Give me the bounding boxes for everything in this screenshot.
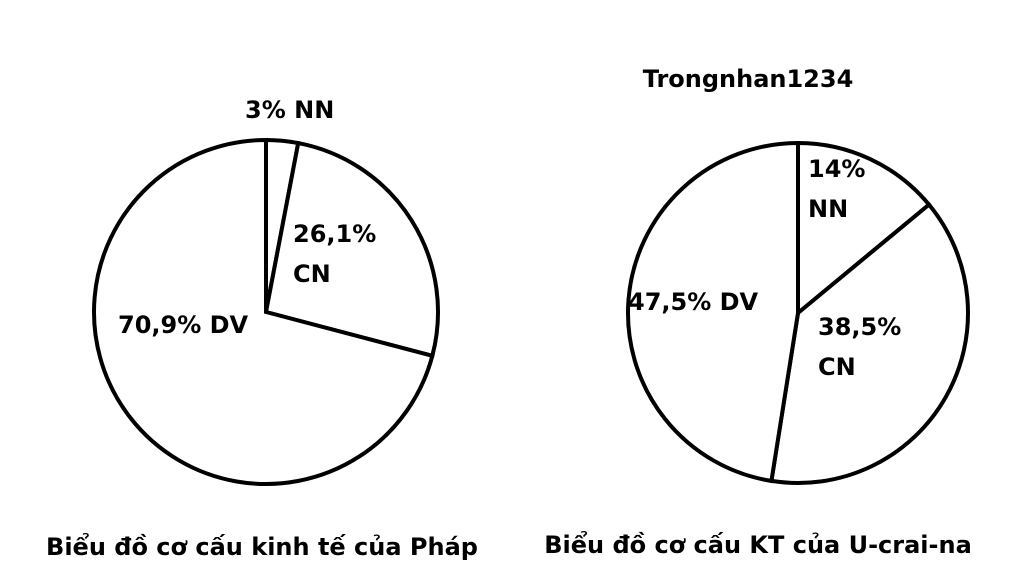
slice-category-label: DV: [720, 288, 759, 316]
slice-value-label: 14%: [808, 155, 865, 183]
slice-value-label: 26,1%: [293, 220, 376, 248]
slice-label: 47,5% DV: [628, 288, 759, 316]
slice-category-label: NN: [808, 195, 848, 223]
slice-category-label: NN: [294, 96, 334, 124]
slice-label: 3% NN: [245, 96, 334, 124]
slice-label: 70,9% DV: [118, 311, 249, 339]
slice-value-label: 47,5%: [628, 288, 711, 316]
annotation: Trongnhan1234: [643, 65, 854, 93]
slice-category-label: CN: [293, 260, 331, 288]
slice-category-label: DV: [210, 311, 249, 339]
pie-slice: [769, 201, 970, 485]
chart-title: Biểu đồ cơ cấu KT của U-crai-na: [544, 529, 972, 559]
pie-slice: [263, 140, 440, 359]
pie-slice: [626, 140, 800, 484]
slice-value-label: 38,5%: [818, 313, 901, 341]
pie-slice: [796, 140, 932, 318]
chart-title: Biểu đồ cơ cấu kinh tế của Pháp: [46, 531, 478, 561]
pie-slice: [92, 137, 435, 486]
slice-category-label: CN: [818, 353, 856, 381]
slice-value-label: 3%: [245, 96, 286, 124]
slice-value-label: 70,9%: [118, 311, 201, 339]
